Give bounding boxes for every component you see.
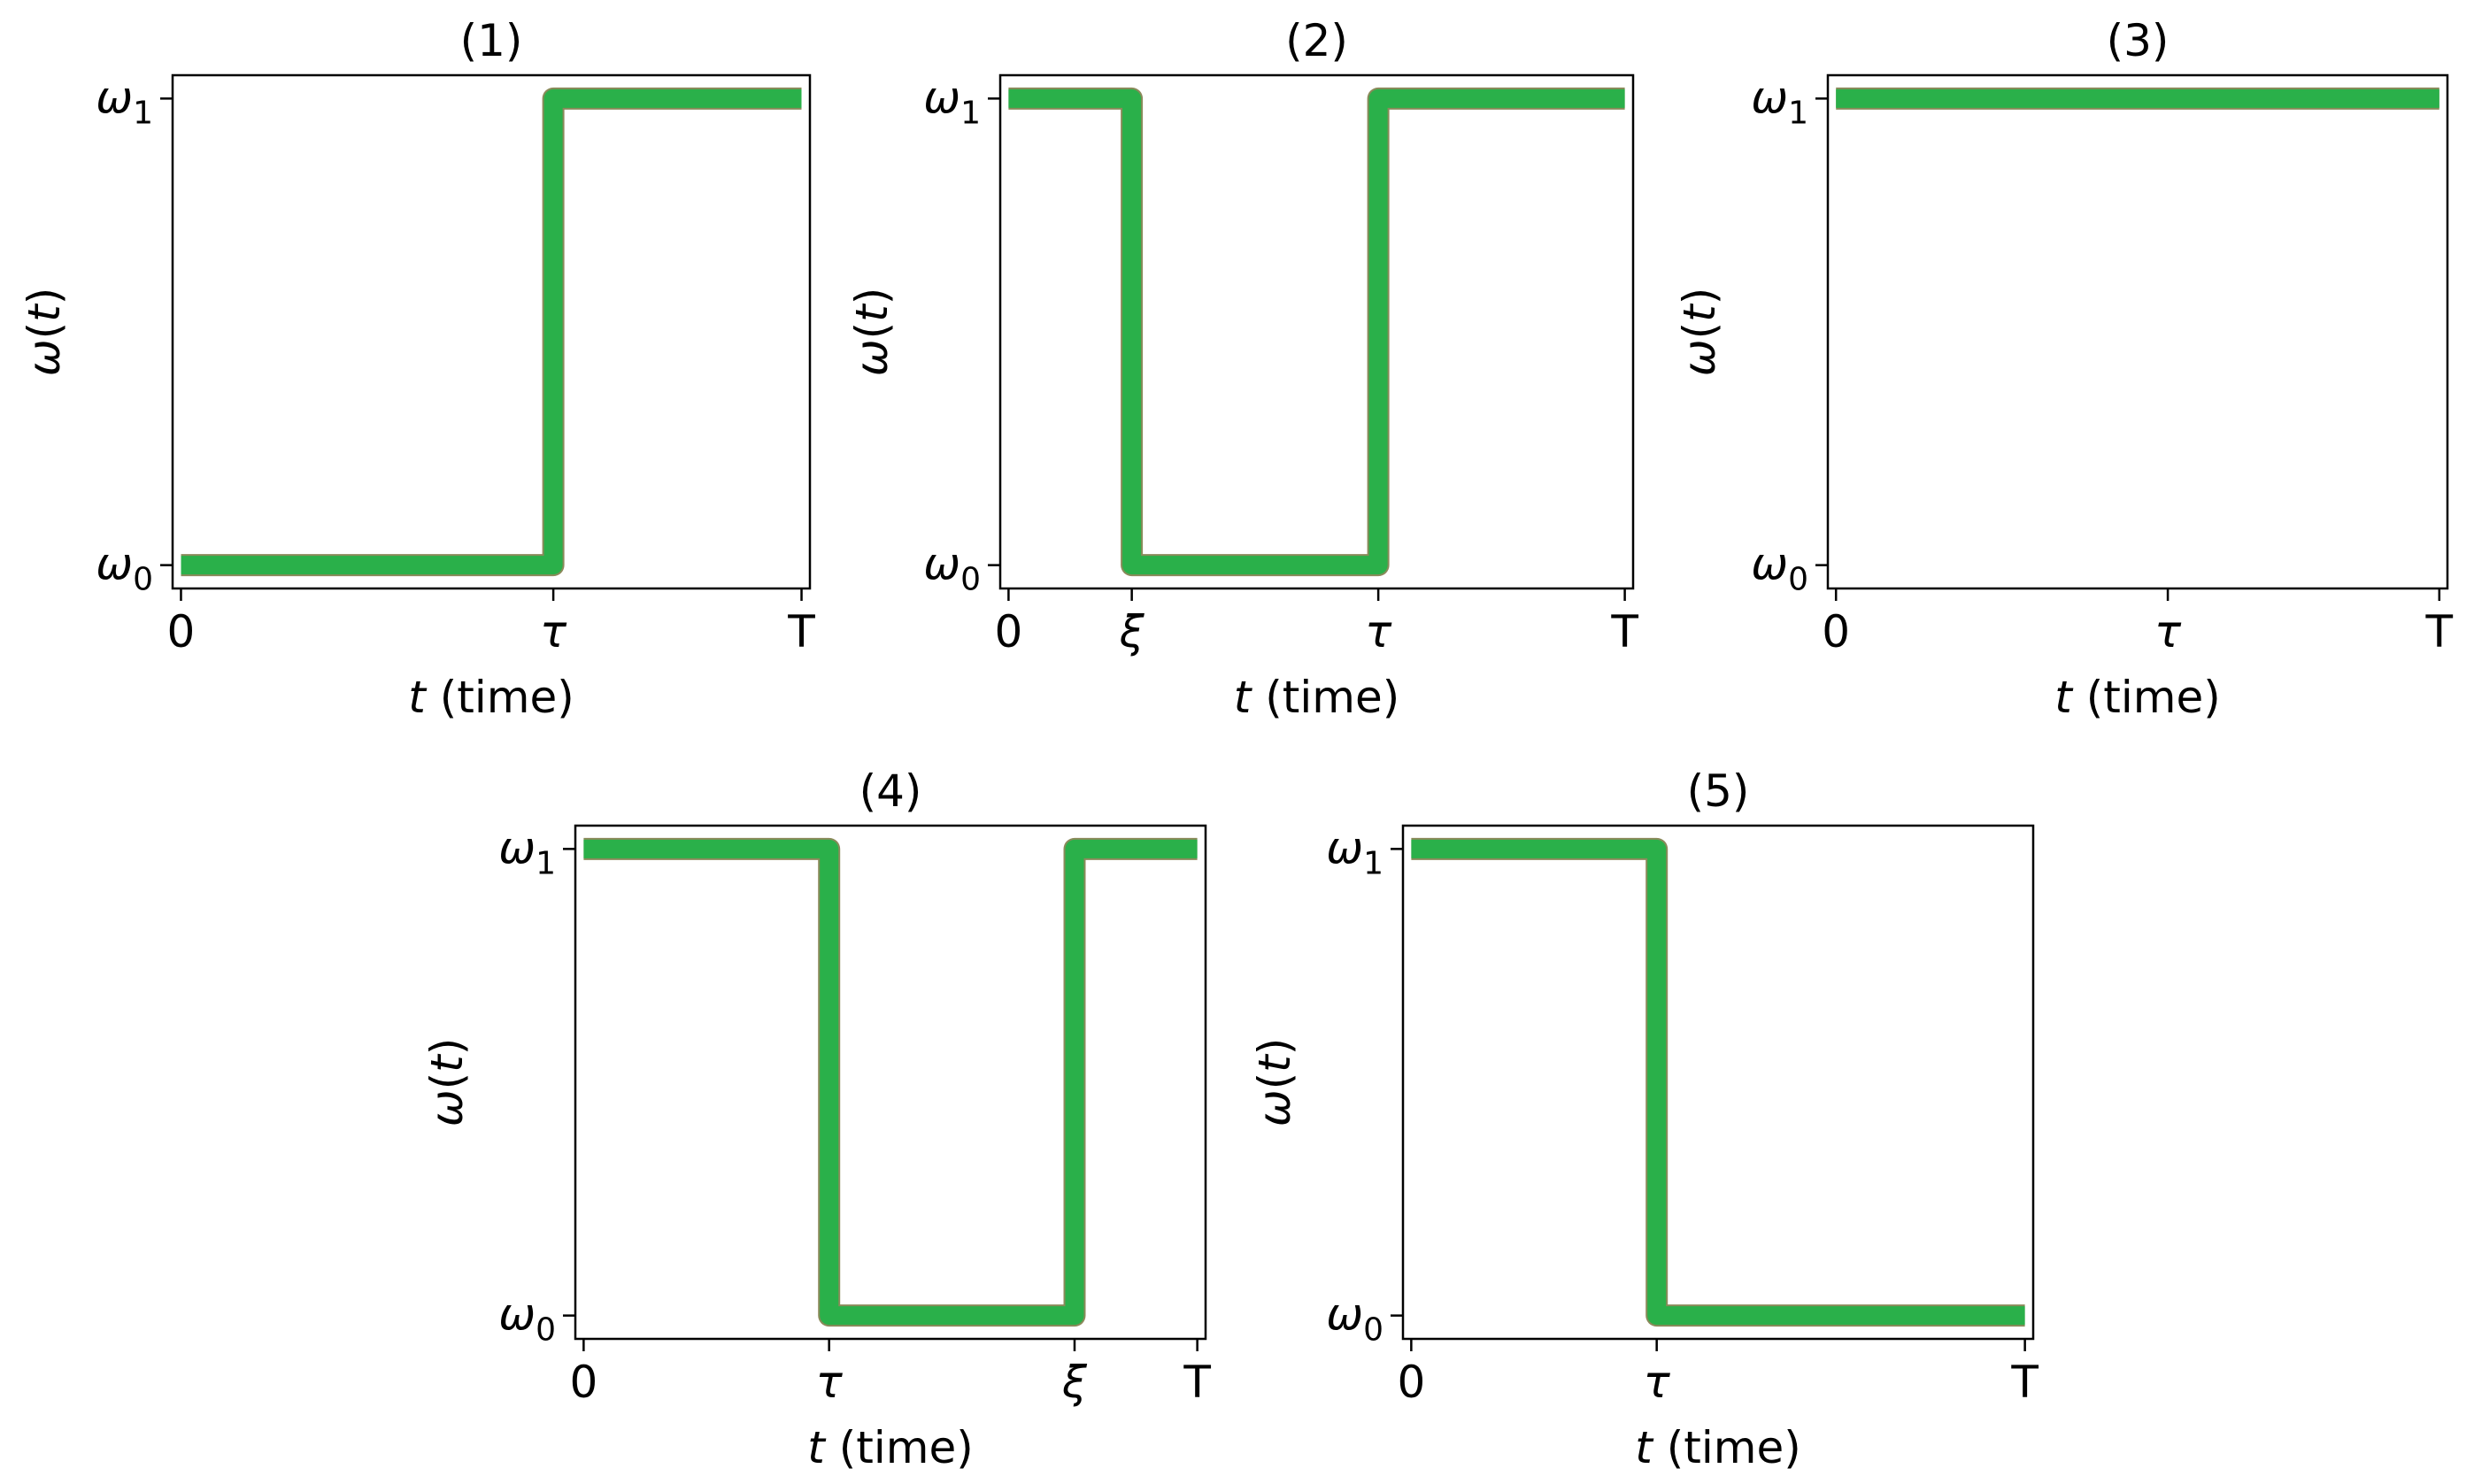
axes-frame [574, 824, 1207, 1341]
x-axis-label: t (time) [408, 672, 574, 723]
axes-frame [171, 73, 812, 590]
subplot-2: (2) 0 ξ τ Tω0 ω1 t (time) ω(t) [846, 15, 1638, 723]
y-tick-label: ω1 [1326, 822, 1383, 881]
subplot-title: (5) [1687, 765, 1750, 817]
x-tick-label: τ [2154, 606, 2182, 657]
axes-frame [1401, 824, 2035, 1341]
x-tick-label: T [2425, 606, 2454, 657]
y-tick-label: ω1 [1751, 72, 1808, 131]
subplot-4: (4) 0 τ ξ Tω0 ω1 t (time) ω(t) [421, 765, 1211, 1473]
x-tick-label: T [2010, 1357, 2039, 1408]
x-tick-label: 0 [1822, 606, 1850, 657]
subplot-title: (3) [2107, 15, 2170, 66]
y-tick-label: ω0 [1326, 1289, 1383, 1349]
axes-frame [998, 73, 1635, 590]
x-tick-label: 0 [569, 1357, 597, 1408]
y-tick-label: ω1 [96, 72, 153, 131]
y-tick-label: ω0 [1751, 539, 1808, 598]
y-tick-label: ω0 [498, 1289, 556, 1349]
x-tick-label: T [1183, 1357, 1211, 1408]
series-line-outline-1 [181, 87, 802, 577]
x-tick-label: T [1610, 606, 1638, 657]
subplot-3: (3) 0 τ Tω0 ω1 t (time) ω(t) [1674, 15, 2454, 723]
x-axis-label: t (time) [2054, 672, 2220, 723]
y-tick-label: ω0 [96, 539, 153, 598]
series-line-outline-1 [1008, 87, 1625, 577]
y-axis-label: ω(t) [1674, 288, 1725, 377]
subplot-title: (1) [460, 15, 523, 66]
subplot-title: (2) [1285, 15, 1348, 66]
y-axis-label: ω(t) [19, 288, 70, 377]
y-tick-label: ω1 [498, 822, 556, 881]
axes-frame [1826, 73, 2449, 590]
series-line-outline-1 [1411, 837, 2025, 1327]
y-tick-label: ω1 [923, 72, 981, 131]
series-line-1 [583, 839, 1198, 1326]
x-tick-label: τ [1644, 1357, 1671, 1408]
series-line-1 [181, 88, 802, 575]
x-tick-label: 0 [994, 606, 1022, 657]
x-tick-label: τ [816, 1357, 844, 1408]
x-tick-label: ξ [1061, 1357, 1088, 1408]
subplot-title: (4) [859, 765, 922, 817]
y-axis-label: ω(t) [421, 1038, 473, 1127]
y-axis-label: ω(t) [1249, 1038, 1300, 1127]
x-tick-label: τ [1365, 606, 1392, 657]
x-axis-label: t (time) [1234, 672, 1399, 723]
series-line-outline-1 [583, 837, 1198, 1327]
series-line-1 [1411, 839, 2025, 1326]
x-tick-label: T [787, 606, 815, 657]
subplot-1: (1) 0 τ Tω0 ω1 t (time) ω(t) [19, 15, 815, 723]
y-tick-label: ω0 [923, 539, 981, 598]
series-line-1 [1008, 88, 1625, 575]
x-tick-label: τ [540, 606, 567, 657]
x-tick-label: 0 [1397, 1357, 1425, 1408]
y-axis-label: ω(t) [846, 288, 898, 377]
x-axis-label: t (time) [807, 1422, 973, 1473]
x-tick-label: ξ [1119, 606, 1145, 657]
x-tick-label: 0 [167, 606, 196, 657]
x-axis-label: t (time) [1635, 1422, 1800, 1473]
subplot-5: (5) 0 τ Tω0 ω1 t (time) ω(t) [1249, 765, 2039, 1473]
